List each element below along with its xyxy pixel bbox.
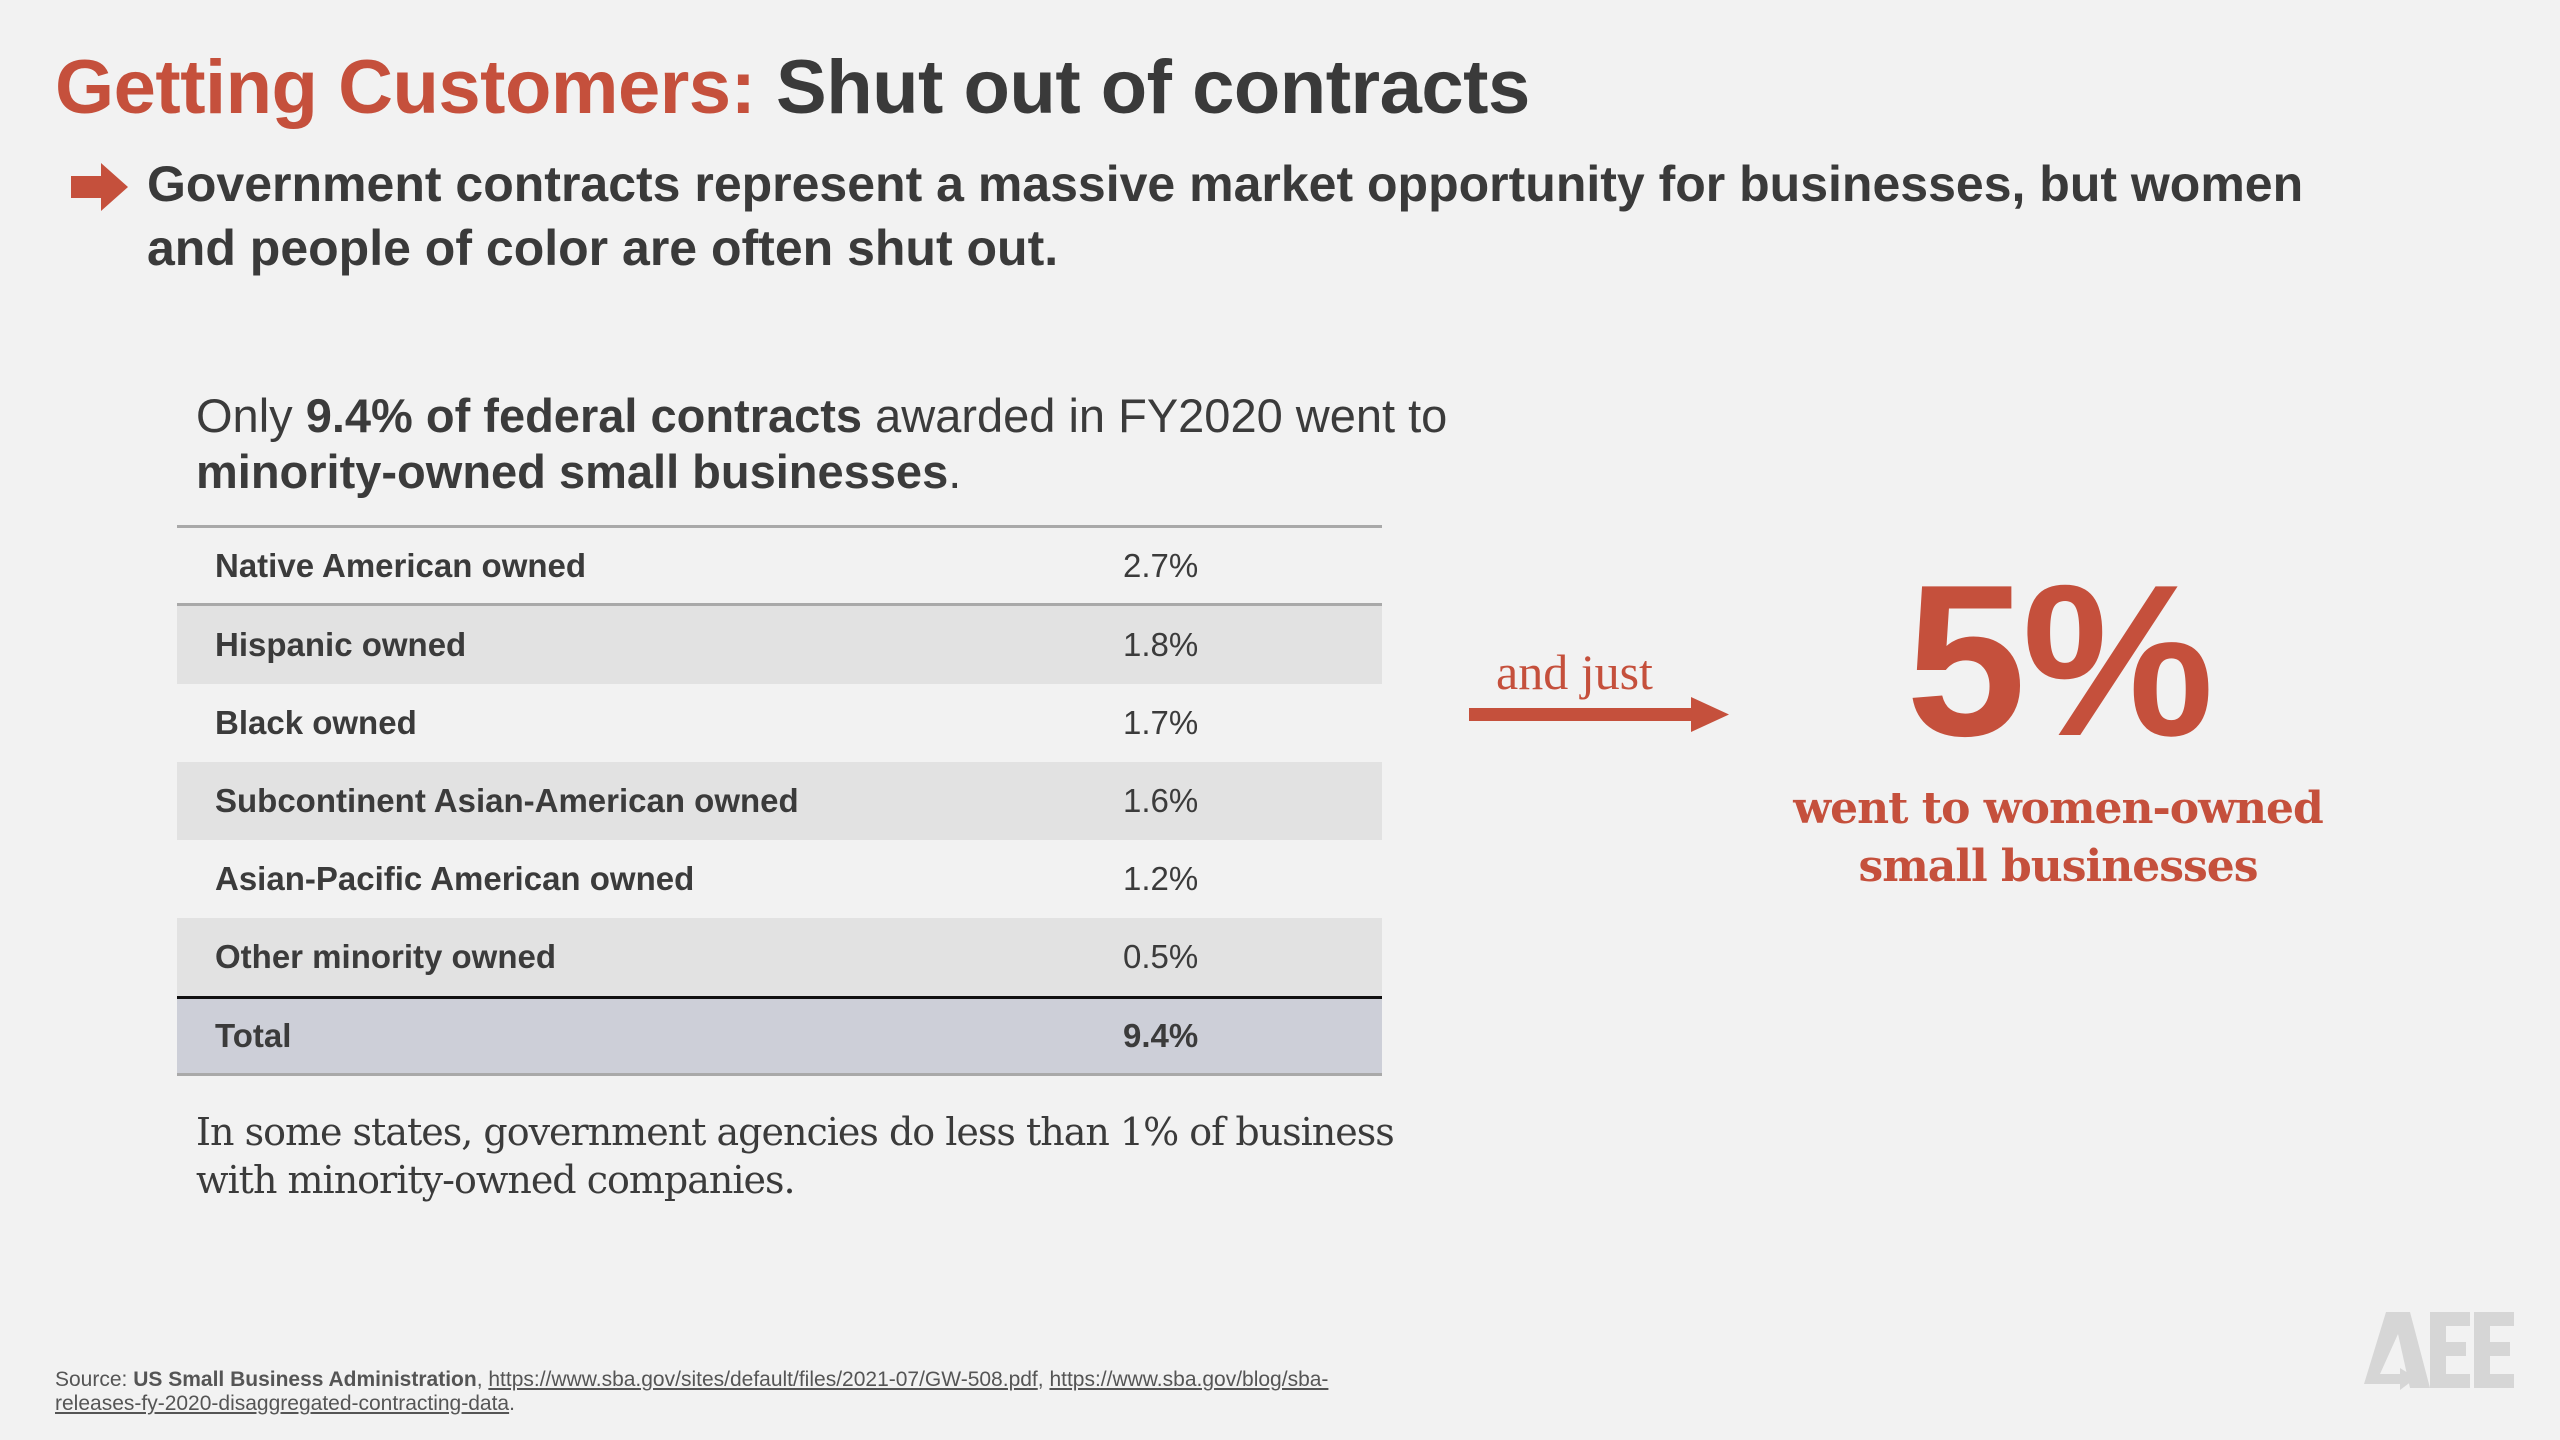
separator: . — [509, 1392, 515, 1415]
row-value: 1.7% — [1123, 704, 1199, 741]
subtitle: Government contracts represent a massive… — [147, 156, 2304, 276]
table-row: Subcontinent Asian-American owned 1.6% — [177, 762, 1382, 840]
total-label: Total — [215, 1017, 292, 1054]
slide-title: Getting Customers: Shut out of contracts — [55, 44, 1530, 131]
row-value: 2.7% — [1123, 546, 1199, 584]
title-main: Shut out of contracts — [776, 45, 1530, 130]
women-owned-percentage: 5% — [1905, 539, 2214, 781]
lead-emphasis: minority-owned small businesses — [196, 445, 949, 498]
row-label: Black owned — [215, 704, 417, 741]
right-arrow-icon — [1469, 697, 1729, 732]
lead-text: Only — [196, 389, 306, 442]
title-accent: Getting Customers: — [55, 45, 756, 130]
lead-text: . — [948, 445, 962, 498]
table-row: Hispanic owned 1.8% — [177, 606, 1382, 684]
total-value: 9.4% — [1123, 1017, 1199, 1054]
lead-text: awarded in FY2020 went to — [862, 389, 1448, 442]
aee-logo: AEE — [2364, 1312, 2514, 1390]
table-row: Other minority owned 0.5% — [177, 918, 1382, 996]
row-label: Hispanic owned — [215, 626, 467, 663]
separator: , — [476, 1368, 489, 1391]
table-row: Black owned 1.7% — [177, 684, 1382, 762]
row-value: 1.6% — [1123, 782, 1199, 819]
connector-text: and just — [1496, 644, 1653, 700]
row-label: Other minority owned — [215, 938, 557, 975]
contracts-table: Native American owned 2.7% Hispanic owne… — [177, 525, 1382, 1076]
footnote-statement: In some states, government agencies do l… — [196, 1110, 1395, 1202]
bullet-arrow-icon — [71, 163, 128, 211]
source-org: US Small Business Administration — [133, 1368, 477, 1391]
lead-emphasis: 9.4% of federal contracts — [305, 389, 863, 442]
row-label: Subcontinent Asian-American owned — [215, 782, 799, 819]
women-owned-caption: went to women-owned small businesses — [1793, 783, 2324, 892]
row-value: 0.5% — [1123, 938, 1199, 975]
separator: , — [1037, 1368, 1050, 1391]
table-row: Asian-Pacific American owned 1.2% — [177, 840, 1382, 918]
source-link-2[interactable]: https://www.sba.gov/blog/sba-releases-fy… — [55, 1368, 1329, 1415]
source-citation: Source: US Small Business Administration… — [55, 1368, 1395, 1416]
row-value: 1.8% — [1123, 626, 1199, 663]
table-total-row: Total 9.4% — [177, 996, 1382, 1076]
source-prefix: Source: — [55, 1368, 134, 1391]
row-label: Asian-Pacific American owned — [215, 860, 695, 897]
table-row: Native American owned 2.7% — [177, 528, 1382, 606]
row-label: Native American owned — [215, 546, 587, 584]
lead-statement: Only 9.4% of federal contracts awarded i… — [196, 388, 1447, 500]
source-link-1[interactable]: https://www.sba.gov/sites/default/files/… — [488, 1368, 1038, 1391]
row-value: 1.2% — [1123, 860, 1199, 897]
